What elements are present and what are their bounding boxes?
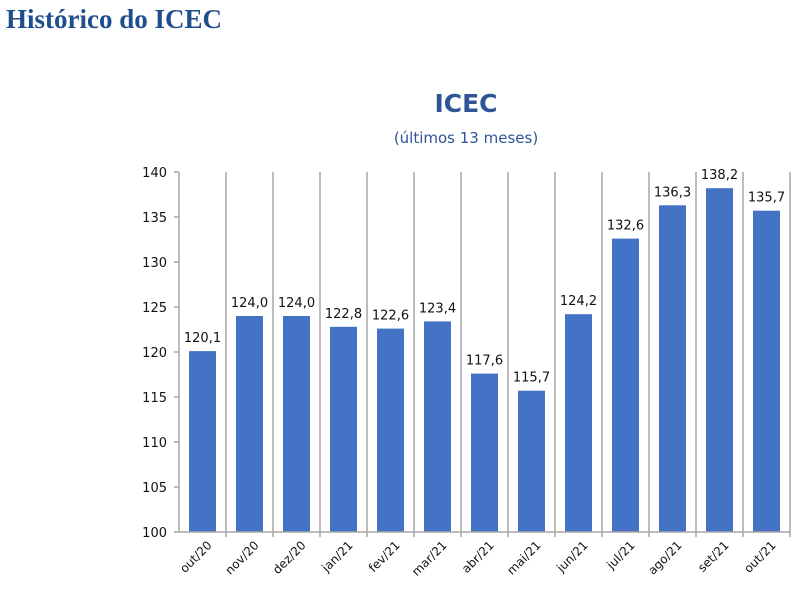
bar bbox=[236, 316, 263, 532]
data-label: 124,0 bbox=[231, 296, 268, 311]
bar bbox=[330, 326, 357, 532]
x-tick-label: jan/21 bbox=[318, 538, 355, 575]
data-label: 124,0 bbox=[278, 296, 315, 311]
data-label: 124,2 bbox=[560, 294, 597, 309]
bar bbox=[659, 205, 686, 533]
y-tick-label: 125 bbox=[142, 301, 167, 316]
x-tick-label: jul/21 bbox=[603, 538, 637, 572]
bar bbox=[283, 316, 310, 532]
x-tick-label: abr/21 bbox=[459, 538, 497, 576]
data-label: 122,8 bbox=[325, 307, 362, 322]
x-tick-label: out/20 bbox=[177, 538, 214, 575]
chart-subtitle: (últimos 13 meses) bbox=[394, 129, 538, 147]
data-label: 122,6 bbox=[372, 309, 409, 324]
data-label: 138,2 bbox=[701, 168, 738, 183]
y-tick-label: 100 bbox=[142, 526, 167, 541]
x-tick-label: fev/21 bbox=[366, 538, 403, 575]
x-tick-label: dez/20 bbox=[270, 538, 309, 577]
data-label: 123,4 bbox=[419, 301, 456, 316]
x-tick-label: mar/21 bbox=[409, 538, 450, 579]
bar bbox=[612, 238, 639, 532]
y-tick-label: 115 bbox=[142, 391, 167, 406]
data-label: 132,6 bbox=[607, 219, 644, 234]
page-title: Histórico do ICEC bbox=[6, 4, 222, 34]
y-tick-label: 140 bbox=[142, 166, 167, 181]
y-tick-label: 120 bbox=[142, 346, 167, 361]
y-tick-label: 130 bbox=[142, 256, 167, 271]
data-label: 136,3 bbox=[654, 185, 691, 200]
x-tick-label: mai/21 bbox=[504, 538, 543, 577]
y-tick-label: 110 bbox=[142, 436, 167, 451]
bar bbox=[189, 351, 216, 532]
y-tick-label: 135 bbox=[142, 211, 167, 226]
x-tick-label: nov/20 bbox=[222, 538, 261, 577]
bar bbox=[424, 321, 451, 532]
bar bbox=[518, 390, 545, 532]
bar bbox=[565, 314, 592, 532]
bar bbox=[377, 328, 404, 532]
bar bbox=[706, 188, 733, 532]
data-label: 135,7 bbox=[748, 191, 785, 206]
x-tick-label: out/21 bbox=[741, 538, 778, 575]
chart-title: ICEC bbox=[434, 89, 497, 118]
data-label: 115,7 bbox=[513, 371, 550, 386]
x-tick-label: ago/21 bbox=[645, 538, 684, 577]
bar bbox=[753, 210, 780, 532]
x-tick-label: set/21 bbox=[695, 538, 732, 575]
data-label: 120,1 bbox=[184, 331, 221, 346]
data-label: 117,6 bbox=[466, 354, 503, 369]
bar bbox=[471, 373, 498, 532]
y-tick-label: 105 bbox=[142, 481, 167, 496]
x-tick-label: jun/21 bbox=[553, 538, 590, 575]
